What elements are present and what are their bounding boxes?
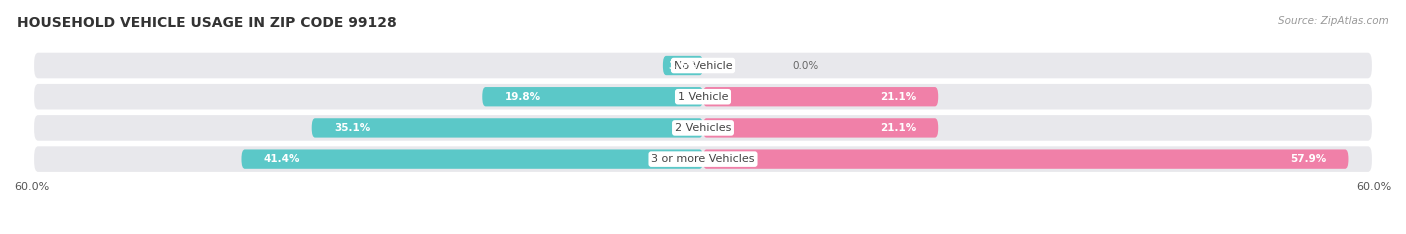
Text: Source: ZipAtlas.com: Source: ZipAtlas.com [1278, 16, 1389, 26]
Text: 21.1%: 21.1% [880, 123, 915, 133]
FancyBboxPatch shape [242, 150, 703, 169]
Text: 19.8%: 19.8% [505, 92, 541, 102]
FancyBboxPatch shape [312, 118, 703, 138]
Text: 2 Vehicles: 2 Vehicles [675, 123, 731, 133]
Legend: Owner-occupied, Renter-occupied: Owner-occupied, Renter-occupied [583, 231, 823, 234]
FancyBboxPatch shape [34, 146, 1372, 172]
FancyBboxPatch shape [703, 87, 938, 106]
Text: 3 or more Vehicles: 3 or more Vehicles [651, 154, 755, 164]
Text: 60.0%: 60.0% [1357, 182, 1392, 192]
FancyBboxPatch shape [482, 87, 703, 106]
Text: HOUSEHOLD VEHICLE USAGE IN ZIP CODE 99128: HOUSEHOLD VEHICLE USAGE IN ZIP CODE 9912… [17, 16, 396, 30]
Text: 0.0%: 0.0% [792, 61, 818, 70]
FancyBboxPatch shape [34, 115, 1372, 141]
Text: 41.4%: 41.4% [264, 154, 301, 164]
FancyBboxPatch shape [34, 84, 1372, 110]
Text: 57.9%: 57.9% [1289, 154, 1326, 164]
FancyBboxPatch shape [662, 56, 703, 75]
FancyBboxPatch shape [703, 118, 938, 138]
Text: 21.1%: 21.1% [880, 92, 915, 102]
FancyBboxPatch shape [34, 53, 1372, 78]
Text: No Vehicle: No Vehicle [673, 61, 733, 70]
Text: 35.1%: 35.1% [335, 123, 370, 133]
Text: 3.6%: 3.6% [668, 61, 697, 70]
FancyBboxPatch shape [703, 150, 1348, 169]
Text: 1 Vehicle: 1 Vehicle [678, 92, 728, 102]
Text: 60.0%: 60.0% [14, 182, 49, 192]
